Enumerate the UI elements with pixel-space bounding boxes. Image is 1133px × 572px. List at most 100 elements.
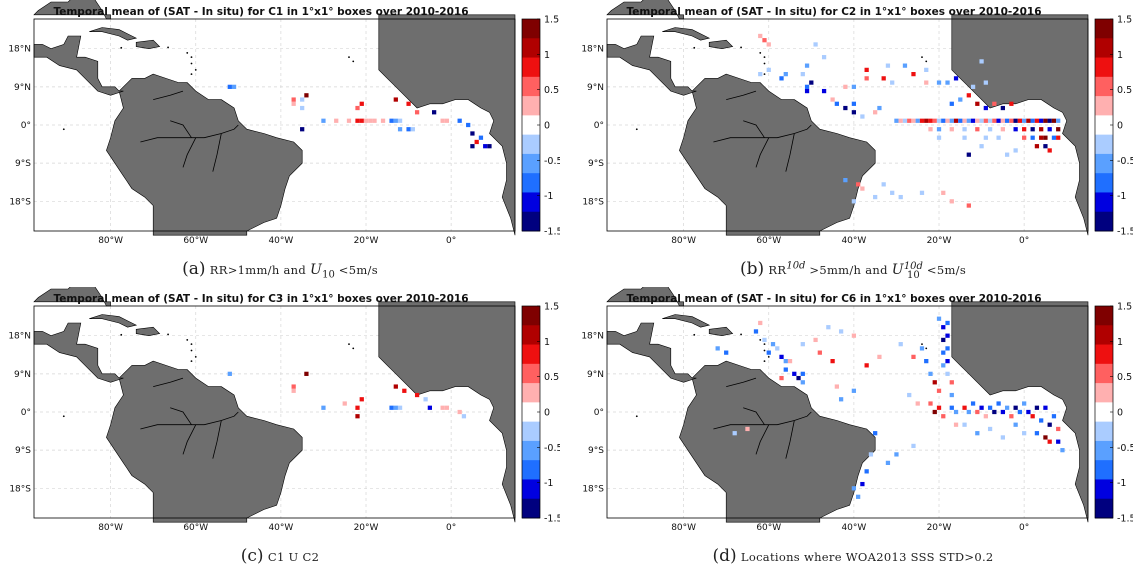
data-cell (406, 127, 411, 132)
data-cell (936, 118, 942, 123)
data-cell (355, 118, 360, 123)
small-island (763, 62, 766, 65)
data-cell (992, 409, 997, 415)
data-cell (461, 414, 467, 419)
data-cell (834, 101, 839, 106)
colorbar-tick-label: 0 (544, 408, 550, 419)
data-cell (851, 110, 857, 115)
data-cell (975, 127, 980, 132)
plot-frame (33, 305, 516, 519)
data-cell (911, 443, 916, 449)
river-line (140, 124, 239, 143)
caption-text: Locations where WOA2013 SSS STD>0.2 (740, 550, 994, 564)
small-island (120, 333, 123, 336)
small-island (925, 347, 928, 350)
small-island (167, 46, 169, 49)
plot-frame (606, 305, 1089, 519)
data-cell (838, 397, 844, 402)
data-cell (783, 367, 788, 372)
data-cell (227, 84, 232, 89)
data-cell (932, 409, 937, 415)
data-cell (962, 405, 967, 410)
data-cell (851, 101, 857, 106)
africa-landmass (378, 301, 516, 523)
data-cell (949, 380, 954, 385)
data-cell (936, 127, 942, 132)
map-chart: 80°W 60°W 40°W 20°W 0° 18°N 9°N 0° 9°S 18°S 1.5 1 0.… (8, 0, 563, 246)
data-cell (885, 63, 891, 68)
data-cell (1022, 431, 1027, 436)
data-cell (1047, 422, 1052, 427)
chart-title: Temporal mean of (SAT - In situ) for C1 … (53, 6, 469, 18)
data-cell (397, 118, 403, 123)
data-cell (1034, 405, 1040, 410)
data-cell (928, 118, 933, 123)
south-america-landmass (679, 73, 876, 236)
colorbar-segment (522, 134, 540, 155)
data-cell (919, 346, 925, 351)
colorbar-segment (1095, 115, 1113, 136)
data-cell (864, 363, 869, 368)
caption-sub: 10 (907, 269, 920, 281)
river-line (743, 120, 765, 138)
small-island (921, 343, 923, 346)
colorbar-segment (522, 479, 540, 500)
data-cell (800, 371, 805, 376)
colorbar-segment (1095, 440, 1113, 461)
map-chart: 80°W 60°W 40°W 20°W 0° 18°N 9°N 0° 9°S 18°S 1.5 1 0.… (8, 284, 563, 533)
data-cell (1034, 118, 1040, 123)
data-cell (380, 118, 386, 123)
x-tick-label: 40°W (841, 236, 866, 246)
cuba-island (89, 27, 138, 41)
data-cell (894, 452, 899, 457)
data-cell (355, 105, 360, 111)
data-cell (881, 182, 886, 187)
data-cell (949, 392, 954, 398)
data-cell (996, 135, 1001, 140)
data-cell (346, 118, 352, 123)
chart-title: Temporal mean of (SAT - In situ) for C2 … (626, 6, 1042, 18)
y-tick-label: 18°N (581, 332, 604, 342)
caption-text: RR>1mm/h and (209, 263, 310, 277)
small-island (693, 46, 696, 49)
data-cell (830, 359, 835, 364)
central-america-landmass (606, 322, 697, 383)
data-cell (1013, 148, 1018, 153)
colorbar-segment (1095, 192, 1113, 213)
river-line (713, 411, 812, 430)
data-cell (1000, 435, 1005, 440)
x-tick-label: 60°W (756, 523, 781, 533)
small-island (120, 46, 123, 49)
colorbar-segment (522, 363, 540, 384)
small-island (925, 60, 928, 63)
data-cell (766, 42, 771, 47)
y-tick-label: 18°S (9, 197, 31, 207)
data-cell (962, 135, 967, 140)
central-america-landmass (606, 35, 697, 96)
data-cell (393, 405, 398, 410)
data-cell (941, 118, 946, 123)
data-cell (355, 405, 360, 410)
data-cell (813, 337, 818, 343)
data-cell (783, 72, 788, 77)
data-cell (975, 118, 980, 123)
data-cell (1056, 135, 1061, 140)
data-cell (1022, 127, 1027, 132)
y-tick-label: 9°N (587, 370, 604, 380)
data-cell (758, 72, 763, 77)
data-cell (770, 342, 776, 347)
small-island (635, 415, 638, 418)
colorbar-tick-label: 0.5 (1117, 85, 1132, 96)
data-cell (949, 101, 954, 106)
colorbar-tick-label: -1.5 (544, 227, 560, 238)
data-cell (483, 144, 488, 149)
colorbar-segment (522, 460, 540, 480)
south-america-landmass (679, 360, 876, 523)
data-cell (834, 384, 839, 389)
colorbar-segment (522, 306, 540, 326)
data-cell (783, 359, 788, 364)
data-cell (932, 118, 937, 123)
data-cell (762, 337, 767, 343)
data-cell (1039, 418, 1044, 423)
river-line (755, 137, 770, 168)
